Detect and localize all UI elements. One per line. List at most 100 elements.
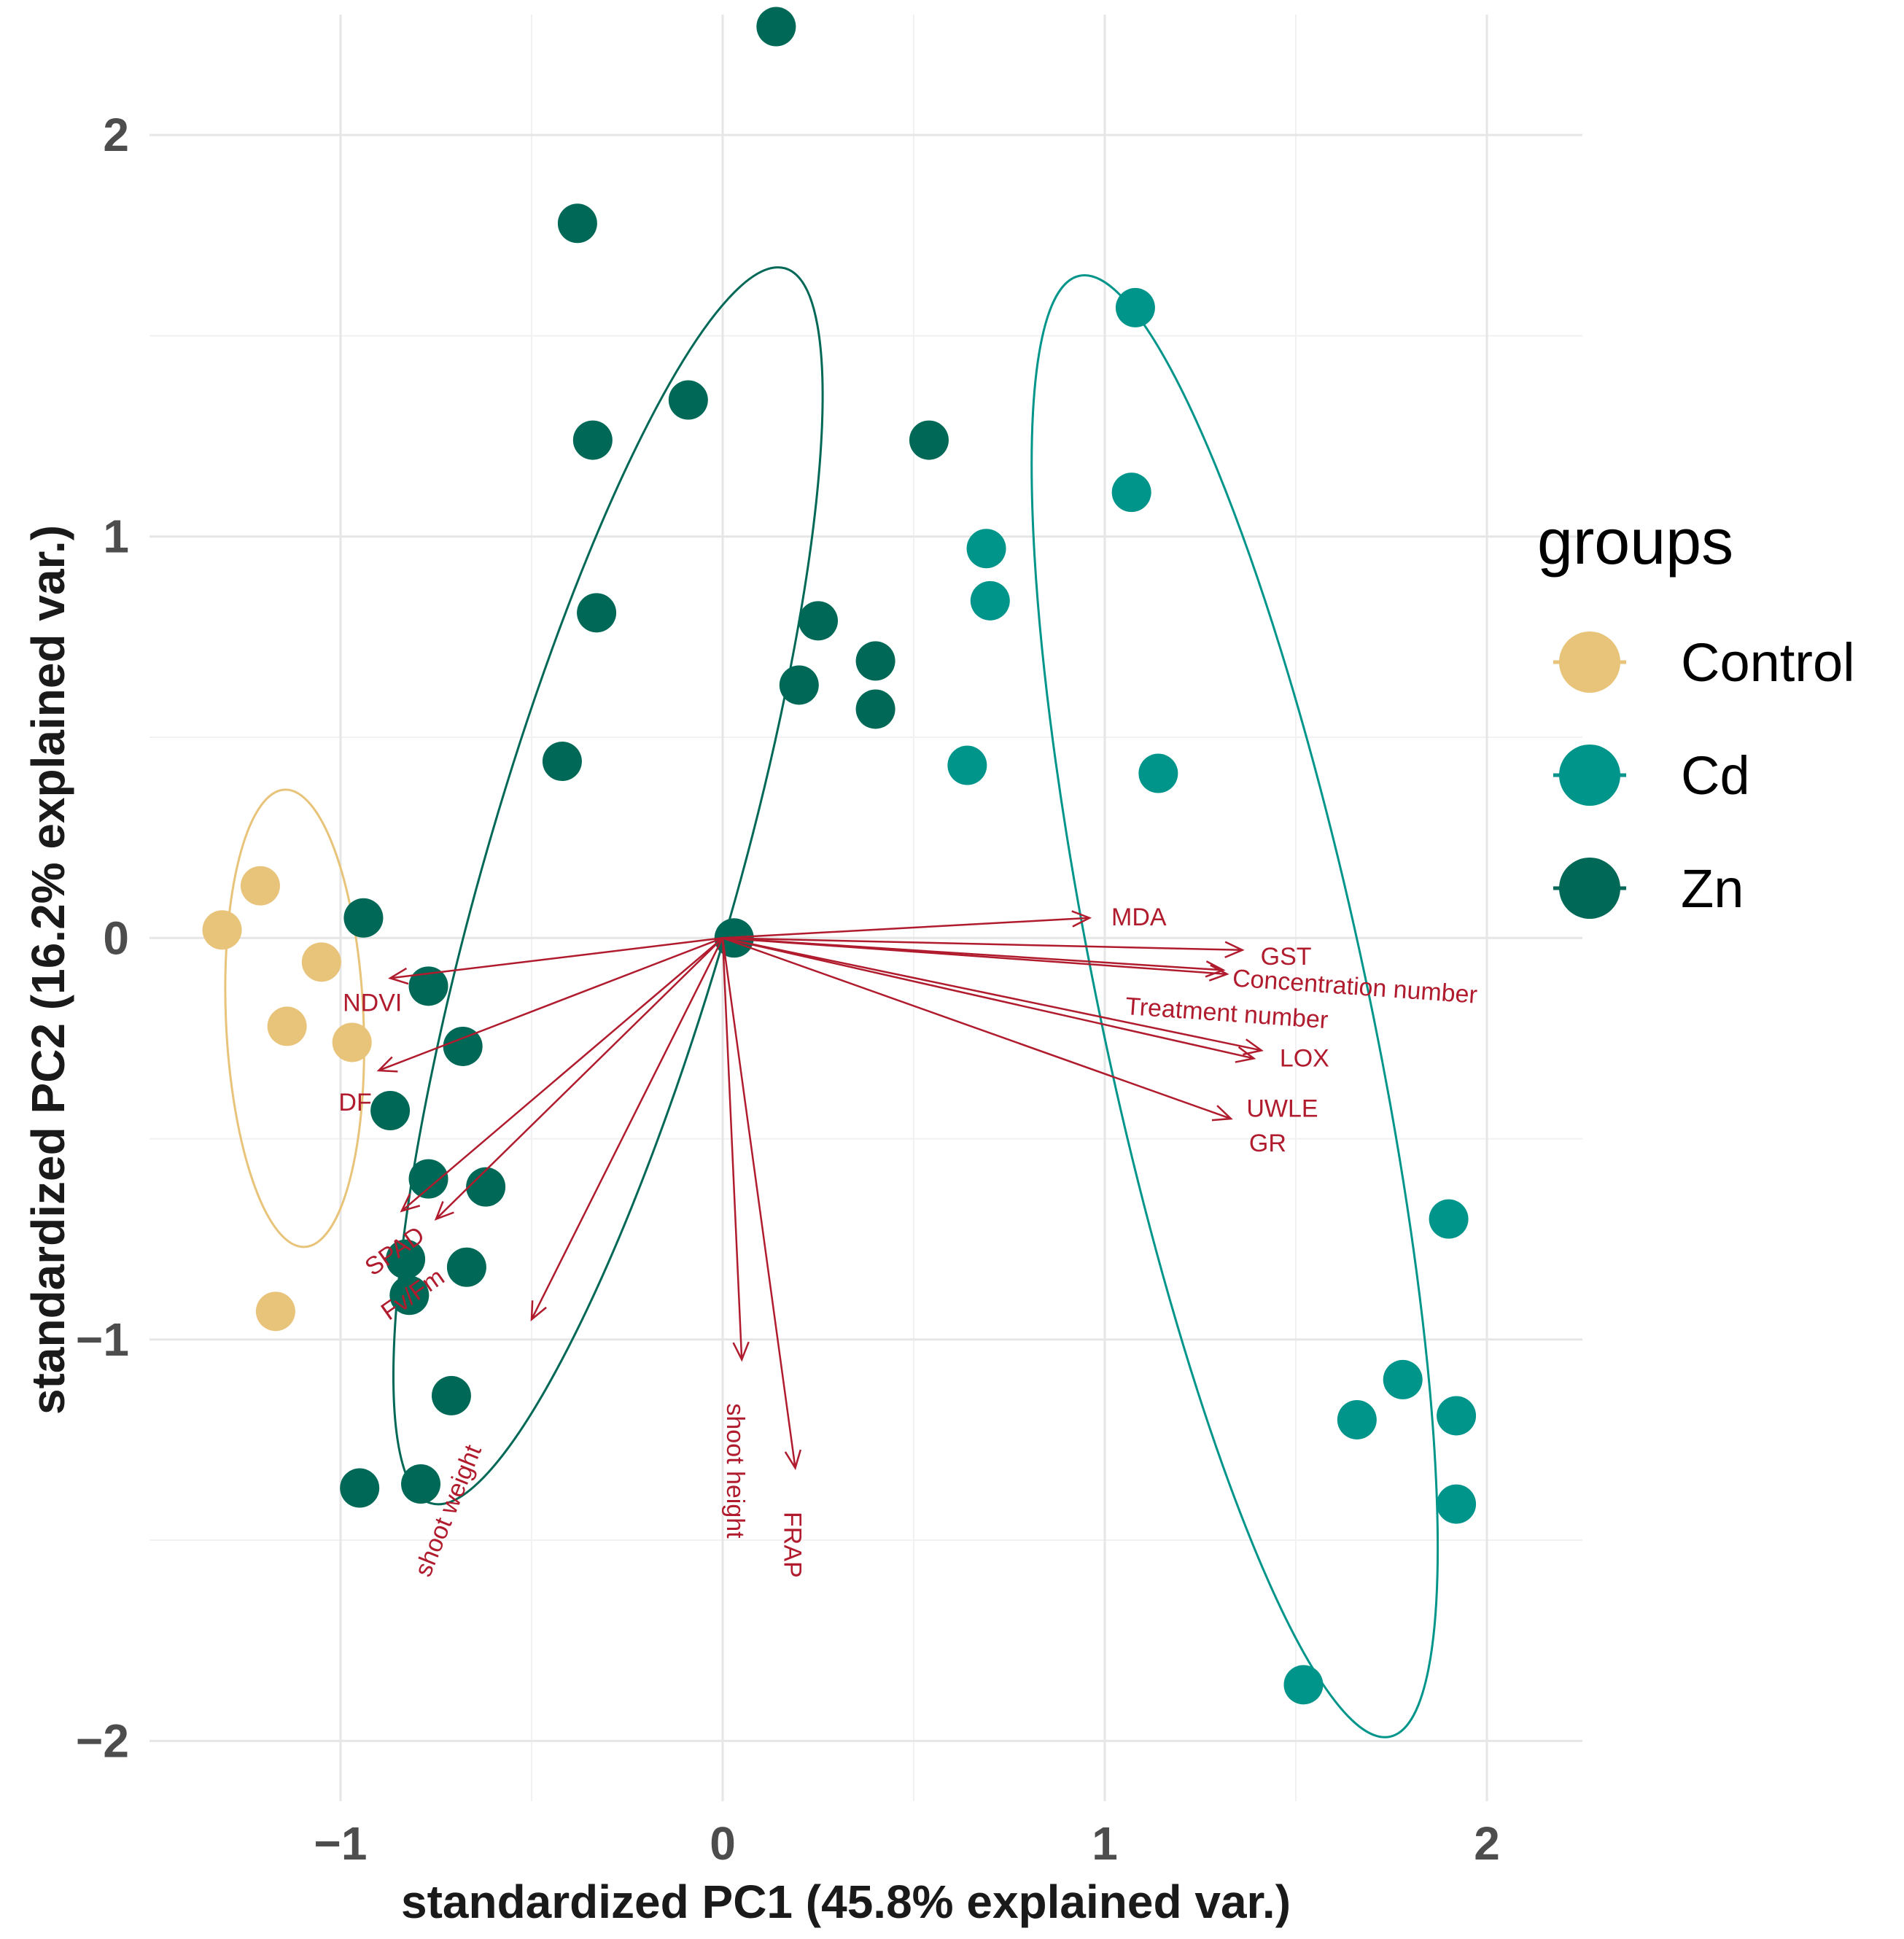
- loading-arrow-line: [722, 937, 1254, 1060]
- point-control: [240, 866, 280, 906]
- loading-arrow-head: [1071, 910, 1092, 928]
- loading-arrow-line: [401, 937, 723, 1212]
- loading-arrow-line: [389, 937, 723, 979]
- grid: [149, 15, 1582, 1801]
- point-zn: [401, 1464, 441, 1504]
- loading-frap: FRAP: [721, 938, 807, 1578]
- legend-label: Cd: [1681, 745, 1750, 806]
- ellipse-cd: [1030, 273, 1439, 1738]
- loading-arrow-head: [400, 1193, 421, 1213]
- legend-item-cd: Cd: [1553, 745, 1750, 806]
- x-tick-label: 2: [1474, 1817, 1500, 1870]
- loading-label: UWLE: [1246, 1095, 1318, 1122]
- point-zn: [389, 1275, 430, 1316]
- loading-concentration-number: Concentration number: [722, 937, 1478, 1009]
- loading-arrow-head: [388, 967, 409, 985]
- loading-arrow-line: [530, 937, 724, 1320]
- point-zn: [343, 898, 384, 938]
- loading-label: shoot weight: [409, 1441, 487, 1581]
- loading-label: MDA: [1111, 904, 1167, 931]
- point-control: [255, 1291, 295, 1332]
- point-zn: [446, 1247, 486, 1287]
- point-zn: [408, 1159, 448, 1199]
- loading-label: GR: [1249, 1130, 1286, 1157]
- loading-arrow-head: [1211, 1105, 1233, 1122]
- group-ellipses: [224, 266, 1439, 1738]
- loading-arrow-line: [722, 937, 1227, 976]
- legend-key-dot: [1559, 632, 1620, 693]
- x-tick-label: 1: [1092, 1817, 1118, 1870]
- legend-key-dot: [1559, 858, 1620, 919]
- point-zn: [779, 665, 819, 705]
- y-tick-label: −1: [76, 1313, 129, 1366]
- point-zn: [386, 1239, 426, 1279]
- loading-arrow-head: [530, 1300, 547, 1322]
- point-control: [267, 1006, 307, 1046]
- point-zn: [557, 203, 597, 244]
- x-axis-title: standardized PC1 (45.8% explained var.): [401, 1876, 1291, 1928]
- point-cd: [1115, 287, 1155, 327]
- point-cd: [1337, 1399, 1377, 1439]
- point-zn: [909, 420, 949, 460]
- point-cd: [966, 529, 1006, 569]
- point-cd: [1138, 753, 1178, 793]
- loading-uwle: UWLE: [722, 937, 1318, 1122]
- point-zn: [466, 1167, 506, 1207]
- loading-gst: GST: [722, 937, 1312, 971]
- point-zn: [443, 1026, 483, 1066]
- point-cd: [970, 580, 1010, 621]
- point-control: [202, 910, 242, 950]
- loading-arrow-head: [1243, 1038, 1264, 1056]
- loading-gr: GR: [722, 937, 1286, 1157]
- point-zn: [855, 689, 895, 729]
- loading-label: DF: [338, 1089, 371, 1116]
- loading-lox: LOX: [722, 937, 1329, 1072]
- loading-df: DF: [338, 937, 723, 1116]
- y-tick-label: 2: [103, 109, 129, 161]
- loading-label: shoot height: [721, 1403, 749, 1539]
- legend-item-control: Control: [1553, 632, 1855, 693]
- loading-arrow-line: [721, 938, 743, 1360]
- point-control: [332, 1022, 372, 1062]
- point-zn: [370, 1091, 411, 1131]
- point-cd: [1437, 1484, 1477, 1524]
- point-zn: [431, 1375, 471, 1415]
- loading-shoot-height: shoot height: [721, 938, 750, 1539]
- loading-arrow-head: [376, 1056, 398, 1073]
- y-tick-label: −2: [76, 1714, 129, 1767]
- legend-label: Zn: [1681, 858, 1744, 919]
- x-tick-label: 0: [710, 1817, 736, 1870]
- point-cd: [1429, 1199, 1469, 1239]
- loading-label: GST: [1261, 943, 1312, 971]
- loading-arrow-line: [435, 937, 723, 1220]
- point-zn: [572, 420, 613, 460]
- point-zn: [542, 742, 582, 782]
- loading-arrow-head: [1205, 960, 1226, 978]
- legend-item-zn: Zn: [1553, 858, 1744, 919]
- legend-key-dot: [1559, 745, 1620, 806]
- y-tick-label: 0: [103, 912, 129, 964]
- loading-arrow-head: [1208, 964, 1229, 982]
- y-axis-title: standardized PC2 (16.2% explained var.): [22, 525, 74, 1415]
- point-cd: [1383, 1359, 1423, 1399]
- loading-arrow-head: [1224, 941, 1245, 959]
- loading-arrow-head: [784, 1449, 802, 1471]
- point-zn: [668, 380, 708, 420]
- x-axis-ticks: −1 0 1 2: [314, 1817, 1500, 1870]
- point-zn: [798, 601, 838, 641]
- loading-arrow-head: [434, 1201, 454, 1221]
- loading-arrow-head: [1235, 1046, 1256, 1063]
- legend-title: groups: [1537, 505, 1733, 578]
- point-cd: [1283, 1665, 1324, 1705]
- loading-ndvi: NDVI: [343, 937, 723, 1017]
- loading-label: NDVI: [343, 989, 402, 1017]
- point-zn: [340, 1468, 380, 1508]
- point-zn: [855, 641, 895, 681]
- ellipse-control: [224, 788, 365, 1248]
- legend: groups Control Cd Zn: [1537, 505, 1855, 919]
- point-zn: [408, 966, 448, 1006]
- loading-arrow-line: [721, 938, 796, 1469]
- x-tick-label: −1: [314, 1817, 368, 1870]
